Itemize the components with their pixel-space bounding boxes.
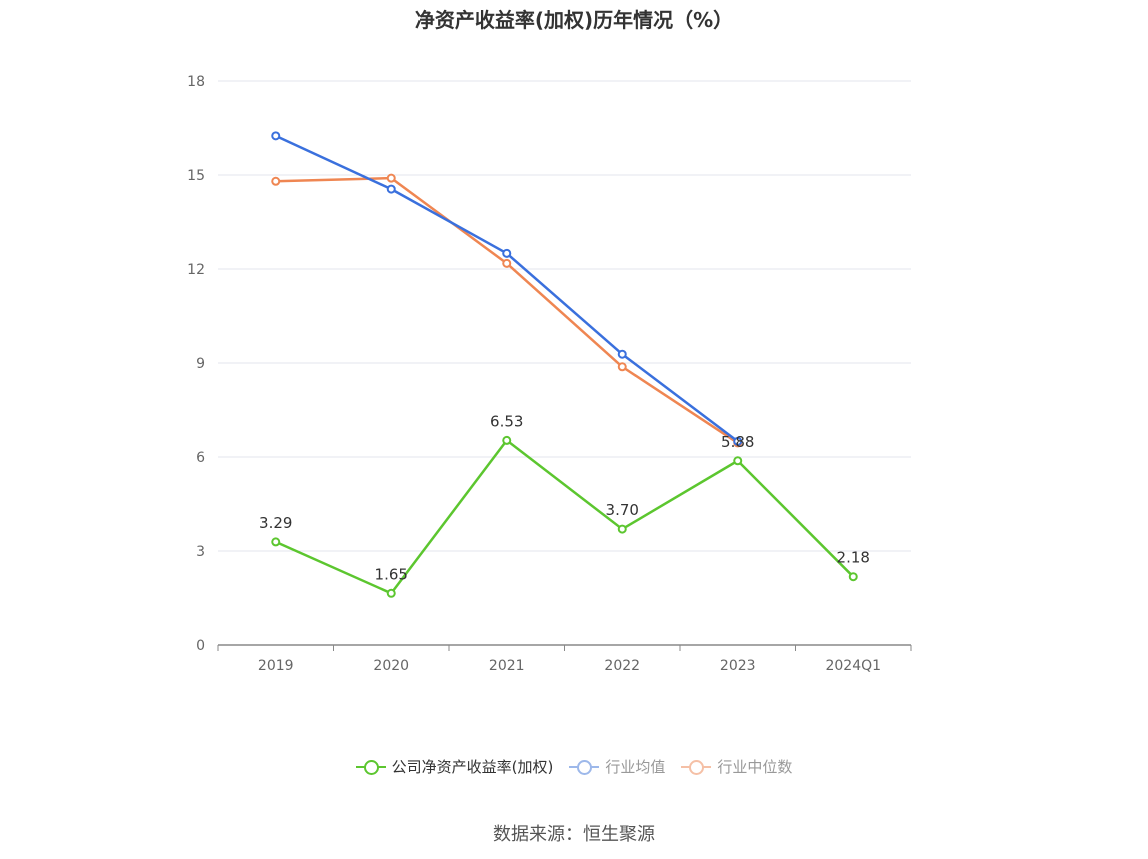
data-label: 1.65 (375, 565, 408, 583)
data-point (386, 588, 396, 598)
data-point (502, 435, 512, 445)
data-point (617, 362, 627, 372)
data-point (733, 436, 743, 446)
y-tick-label: 12 (187, 262, 205, 278)
x-tick-label: 2022 (604, 658, 640, 674)
grid-lines (218, 80, 911, 552)
legend-marker-icon (681, 758, 712, 776)
x-tick-label: 2019 (258, 658, 294, 674)
data-label: 6.53 (490, 412, 523, 430)
legend-marker-icon (355, 758, 386, 776)
legend-label: 行业中位数 (717, 758, 793, 776)
y-tick-label: 15 (187, 168, 205, 184)
data-label: 5.88 (721, 433, 754, 451)
y-tick-label: 9 (196, 356, 205, 372)
legend-item[interactable]: 行业中位数 (681, 756, 792, 777)
data-point (617, 524, 627, 534)
legend-label: 公司净资产收益率(加权) (391, 758, 554, 776)
series-line (275, 134, 739, 443)
data-point (271, 176, 281, 186)
x-tick-label: 2020 (373, 658, 409, 674)
legend-item[interactable]: 公司净资产收益率(加权) (355, 756, 554, 777)
data-point (502, 258, 512, 268)
y-tick-label: 18 (187, 74, 205, 90)
x-axis: 2019 2020 2021 2022 2023 2024Q1 (217, 644, 912, 674)
y-tick-label: 6 (196, 450, 205, 466)
data-point (617, 349, 627, 359)
data-point (733, 456, 743, 466)
x-tick-label: 2024Q1 (825, 658, 881, 674)
y-tick-label: 3 (196, 544, 205, 560)
data-labels: 3.29 1.65 6.53 3.70 5.88 2.18 (259, 412, 870, 583)
x-tick-label: 2021 (489, 658, 525, 674)
data-label: 3.29 (259, 514, 292, 532)
data-point (386, 184, 396, 194)
data-label: 3.70 (606, 501, 639, 519)
legend: 公司净资产收益率(加权) 行业均值 行业中位数 (0, 756, 1148, 777)
data-label: 2.18 (837, 549, 870, 567)
chart-title: 净资产收益率(加权)历年情况（%） (414, 8, 734, 32)
x-tick-label: 2023 (720, 658, 756, 674)
y-tick-label: 0 (196, 638, 205, 654)
data-point (271, 131, 281, 141)
series-line (275, 439, 855, 595)
legend-item[interactable]: 行业均值 (569, 756, 665, 777)
legend-label: 行业均值 (605, 758, 666, 776)
data-source-note: 数据来源：恒生聚源 (493, 824, 655, 845)
data-point (386, 173, 396, 183)
y-axis: 0 3 6 9 12 15 18 (187, 74, 205, 654)
series-line (275, 176, 739, 444)
data-point (271, 537, 281, 547)
data-point (848, 572, 858, 582)
series-lines (271, 131, 858, 598)
legend-marker-icon (569, 758, 600, 776)
data-point (502, 248, 512, 258)
